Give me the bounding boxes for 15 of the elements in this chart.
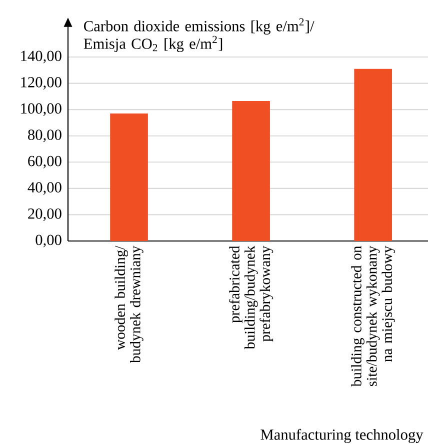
bar: [232, 101, 270, 242]
y-tick-label: 40,00: [28, 182, 62, 195]
y-tick-label: 60,00: [28, 156, 62, 168]
text: Carbon dioxide emissions [kg e/m$^{2}$]/ Emisja CO$_{2}$ [kg e/m$^{2}$]: [84, 18, 314, 52]
bar: [354, 68, 392, 242]
y-tick-label: 140,00: [21, 50, 62, 64]
bar: [110, 114, 148, 242]
x-tick-label: prefabricated building/budynek prefabrykowany: [228, 246, 274, 350]
x-axis-title: Manufacturing technology: [260, 428, 424, 443]
y-tick-label: 100,00: [21, 103, 62, 116]
y-tick-label: 80,00: [28, 130, 62, 142]
y-tick-label: 20,00: [28, 208, 62, 221]
y-tick-label: 120,00: [21, 77, 62, 90]
x-tick-label: wooden building/ budynek drewniany: [114, 246, 144, 364]
y-tick-label: 0,00: [36, 234, 62, 248]
